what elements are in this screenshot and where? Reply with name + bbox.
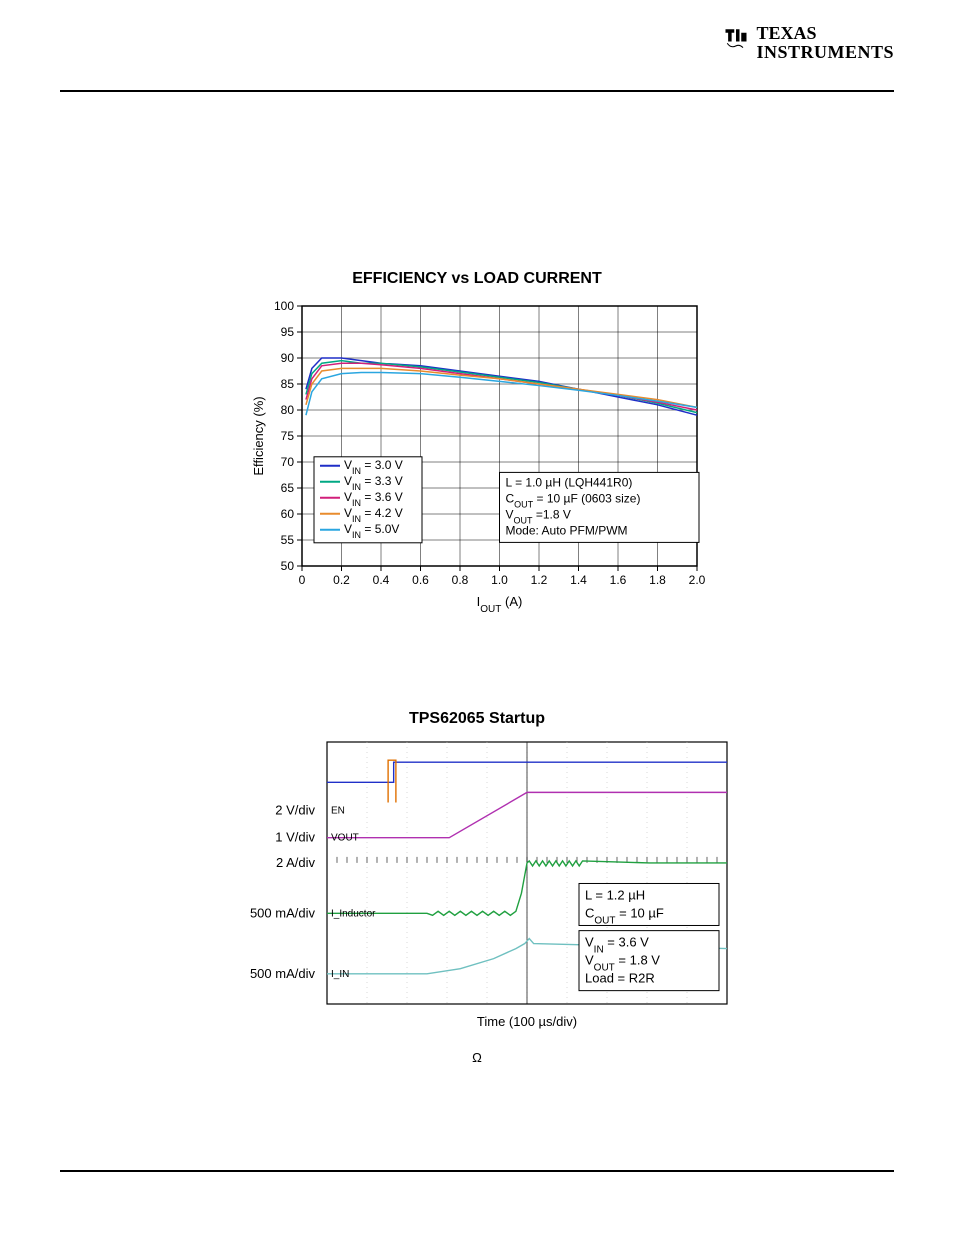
svg-text:95: 95: [281, 325, 295, 339]
svg-text:I_IN: I_IN: [331, 969, 349, 980]
omega-symbol: Ω: [0, 1050, 954, 1065]
svg-text:70: 70: [281, 455, 295, 469]
ti-logo: TEXAS INSTRUMENTS: [722, 24, 894, 62]
svg-text:2.0: 2.0: [689, 573, 706, 587]
figure-1: EFFICIENCY vs LOAD CURRENT 0 0.2 0.4 0.6 0.8…: [0, 270, 954, 616]
svg-text:1.8: 1.8: [649, 573, 666, 587]
footer-rule: [60, 1170, 894, 1172]
svg-text:55: 55: [281, 533, 295, 547]
svg-text:500 mA/div: 500 mA/div: [250, 905, 316, 920]
figure-2: TPS62065 Startup EN VOUT I_Inductor I_IN 2 V…: [0, 710, 954, 1036]
svg-text:0: 0: [299, 573, 306, 587]
svg-text:1.4: 1.4: [570, 573, 587, 587]
svg-text:1.0: 1.0: [491, 573, 508, 587]
svg-text:85: 85: [281, 377, 295, 391]
chart2-title: TPS62065 Startup: [409, 710, 545, 728]
svg-text:IOUT (A): IOUT (A): [477, 594, 523, 615]
svg-text:90: 90: [281, 351, 295, 365]
svg-text:60: 60: [281, 507, 295, 521]
svg-text:L = 1.2 µH: L = 1.2 µH: [585, 887, 645, 902]
svg-text:I_Inductor: I_Inductor: [331, 908, 376, 919]
svg-text:1.2: 1.2: [531, 573, 548, 587]
svg-text:50: 50: [281, 559, 295, 573]
svg-text:Efficiency (%): Efficiency (%): [251, 396, 266, 475]
svg-text:0.6: 0.6: [412, 573, 429, 587]
svg-text:500 mA/div: 500 mA/div: [250, 966, 316, 981]
svg-text:1 V/div: 1 V/div: [275, 830, 315, 845]
svg-text:75: 75: [281, 429, 295, 443]
svg-text:Load = R2R: Load = R2R: [585, 971, 655, 986]
page-header: TEXAS INSTRUMENTS: [60, 24, 894, 84]
svg-text:100: 100: [274, 299, 294, 313]
svg-text:80: 80: [281, 403, 295, 417]
svg-text:Time (100 µs/div): Time (100 µs/div): [477, 1014, 577, 1029]
svg-text:Mode: Auto PFM/PWM: Mode: Auto PFM/PWM: [506, 523, 628, 537]
chart2-svg: EN VOUT I_Inductor I_IN 2 V/div 1 V/div 2 A/di…: [217, 736, 737, 1036]
svg-text:L = 1.0 µH (LQH441R0): L = 1.0 µH (LQH441R0): [506, 475, 633, 489]
svg-text:EN: EN: [331, 806, 345, 817]
svg-text:0.8: 0.8: [452, 573, 469, 587]
chart1-svg: 0 0.2 0.4 0.6 0.8 1.0 1.2 1.4 1.6 1.8 2.0 50 55 60 65 7…: [247, 296, 707, 616]
svg-text:2 V/div: 2 V/div: [275, 803, 315, 818]
svg-text:65: 65: [281, 481, 295, 495]
svg-text:2 A/div: 2 A/div: [276, 855, 316, 870]
ti-text-2: INSTRUMENTS: [756, 43, 894, 62]
svg-text:VOUT: VOUT: [331, 833, 359, 844]
chart1-title: EFFICIENCY vs LOAD CURRENT: [352, 270, 602, 288]
header-rule: [60, 90, 894, 92]
ti-logo-icon: [722, 24, 750, 52]
svg-text:0.2: 0.2: [333, 573, 350, 587]
ti-text-1: TEXAS: [756, 24, 894, 43]
svg-text:0.4: 0.4: [373, 573, 390, 587]
svg-text:1.6: 1.6: [610, 573, 627, 587]
ti-logo-text: TEXAS INSTRUMENTS: [756, 24, 894, 62]
